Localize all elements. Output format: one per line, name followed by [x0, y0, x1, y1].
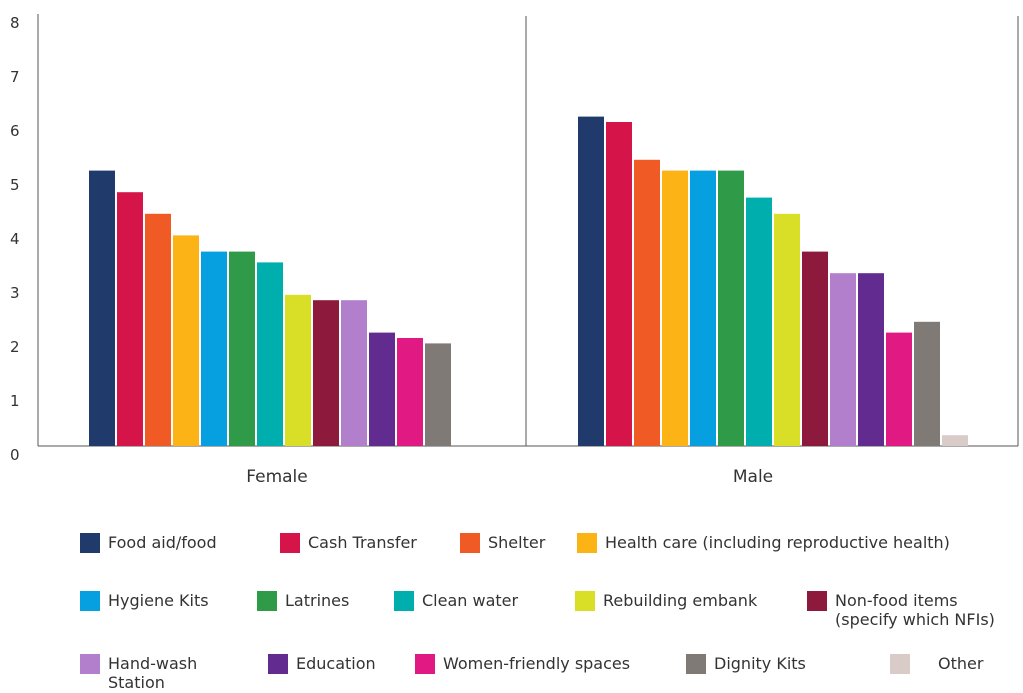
bar	[886, 332, 912, 446]
bar	[578, 116, 604, 446]
bar	[145, 213, 171, 446]
bar	[201, 251, 227, 446]
y-tick-label: 8	[10, 14, 20, 32]
bar	[942, 435, 968, 446]
bar	[117, 192, 143, 446]
bar	[802, 251, 828, 446]
bar	[662, 170, 688, 446]
bar	[397, 338, 423, 446]
bar	[425, 343, 451, 446]
bar	[634, 159, 660, 447]
bar	[690, 170, 716, 446]
y-tick-label: 1	[10, 392, 20, 410]
bar	[257, 262, 283, 446]
bar	[173, 235, 199, 446]
bar	[229, 251, 255, 446]
bar	[606, 122, 632, 446]
bar	[285, 294, 311, 446]
bar	[914, 321, 940, 446]
x-category-label: Male	[733, 467, 773, 487]
y-tick-label: 6	[10, 122, 20, 140]
y-tick-label: 0	[10, 446, 20, 464]
bar	[774, 213, 800, 446]
bar	[313, 300, 339, 446]
y-tick-label: 4	[10, 230, 20, 248]
bar	[89, 170, 115, 446]
y-tick-label: 3	[10, 284, 20, 302]
bar	[858, 273, 884, 446]
bar	[718, 170, 744, 446]
y-tick-label: 7	[10, 68, 20, 86]
y-tick-label: 2	[10, 338, 20, 356]
bar	[830, 273, 856, 446]
x-category-label: Female	[246, 467, 307, 487]
bar	[369, 332, 395, 446]
bar	[746, 197, 772, 446]
bar	[341, 300, 367, 446]
y-tick-label: 5	[10, 176, 20, 194]
